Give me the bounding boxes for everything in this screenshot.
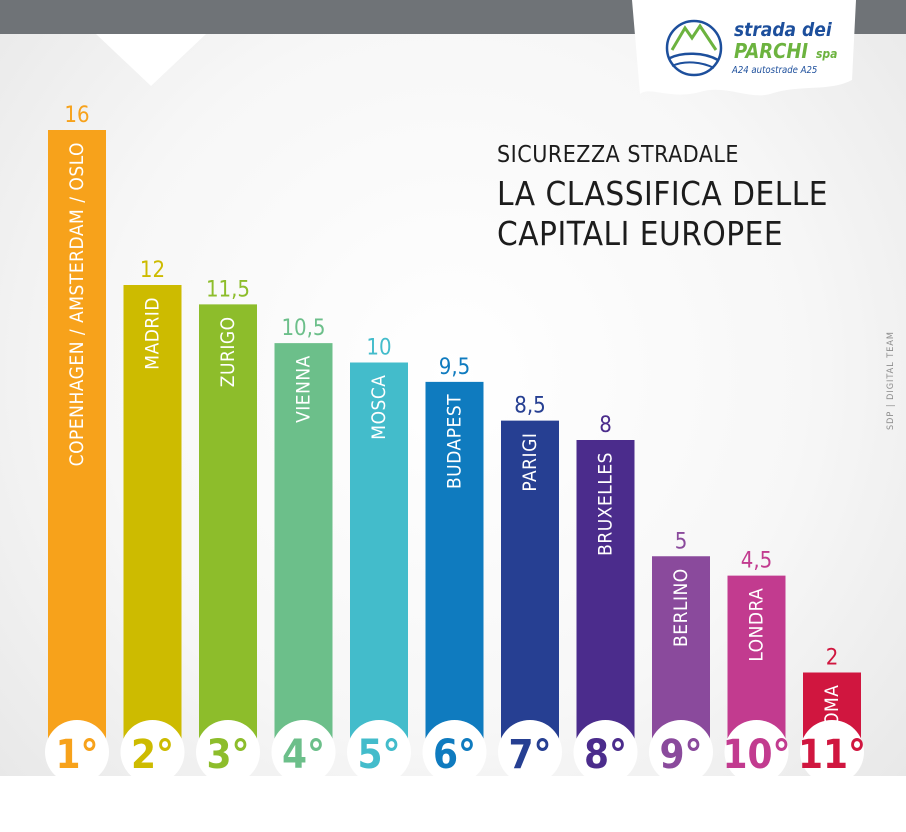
category-label: ZURIGO (217, 316, 239, 387)
rank-badge (347, 720, 411, 784)
category-label: LONDRA (746, 588, 768, 662)
chart-title-line2: CAPITALI EUROPEE (497, 214, 784, 253)
chart-title-line1: LA CLASSIFICA DELLE (497, 174, 829, 213)
category-label: BUDAPEST (444, 394, 466, 489)
rank-label: 10° (722, 732, 790, 778)
title-block: SICUREZZA STRADALE LA CLASSIFICA DELLE C… (497, 140, 897, 254)
logo-name-part3: spa (816, 47, 837, 61)
chart-title: LA CLASSIFICA DELLE CAPITALI EUROPEE (497, 174, 897, 254)
value-label: 16 (64, 103, 89, 128)
rank-badge (422, 720, 487, 784)
rank-badge (120, 720, 185, 784)
logo-name-part2: PARCHI (734, 39, 808, 63)
category-label: BERLINO (670, 568, 692, 647)
logo-tagline: A24 autostrade A25 (731, 65, 817, 76)
rank-label: 5° (357, 732, 400, 778)
rank-badge (573, 720, 638, 784)
bar (576, 440, 635, 750)
bar (123, 285, 182, 750)
category-label: MADRID (142, 297, 164, 370)
bar (48, 130, 106, 750)
chart-subtitle: SICUREZZA STRADALE (497, 142, 739, 168)
rank-label: 9° (659, 732, 702, 778)
footer-band (0, 776, 906, 832)
bar (350, 362, 408, 750)
rank-badge (271, 720, 336, 784)
value-label: 8 (599, 413, 612, 438)
category-label: COPENHAGEN / AMSTERDAM / OSLO (66, 142, 88, 466)
bar (274, 343, 333, 750)
category-label: BRUXELLES (595, 452, 617, 556)
bar (501, 420, 559, 750)
value-label: 2 (826, 646, 839, 671)
rank-badge (196, 720, 260, 784)
rank-label: 7° (508, 732, 551, 778)
bar (425, 381, 484, 750)
value-label: 4,5 (741, 549, 772, 574)
category-label: MOSCA (368, 375, 390, 440)
category-label: VIENNA (293, 355, 315, 423)
value-label: 12 (140, 258, 165, 283)
rank-label: 11° (798, 732, 866, 778)
rank-label: 3° (206, 732, 249, 778)
rank-label: 6° (433, 732, 476, 778)
bar (652, 556, 710, 750)
value-label: 8,5 (514, 394, 545, 419)
logo-name-part1: strada dei (734, 19, 833, 41)
logo: strada dei PARCHI spa A24 autostrade A25 (630, 0, 858, 96)
value-label: 10,5 (281, 316, 325, 341)
rank-label: 8° (584, 732, 627, 778)
value-label: 9,5 (439, 355, 470, 380)
rank-badge (724, 720, 789, 784)
rank-label: 2° (131, 732, 174, 778)
rank-badge (800, 720, 864, 784)
bar (199, 304, 257, 750)
header-notch (96, 34, 206, 86)
value-label: 10 (366, 336, 391, 361)
value-label: 11,5 (206, 277, 250, 302)
category-label: PARIGI (519, 433, 541, 492)
rank-label: 4° (282, 732, 325, 778)
rank-label: 1° (55, 732, 98, 778)
rank-badge (45, 720, 109, 784)
rank-badge (498, 720, 562, 784)
rank-badge (649, 720, 713, 784)
value-label: 5 (675, 529, 688, 554)
